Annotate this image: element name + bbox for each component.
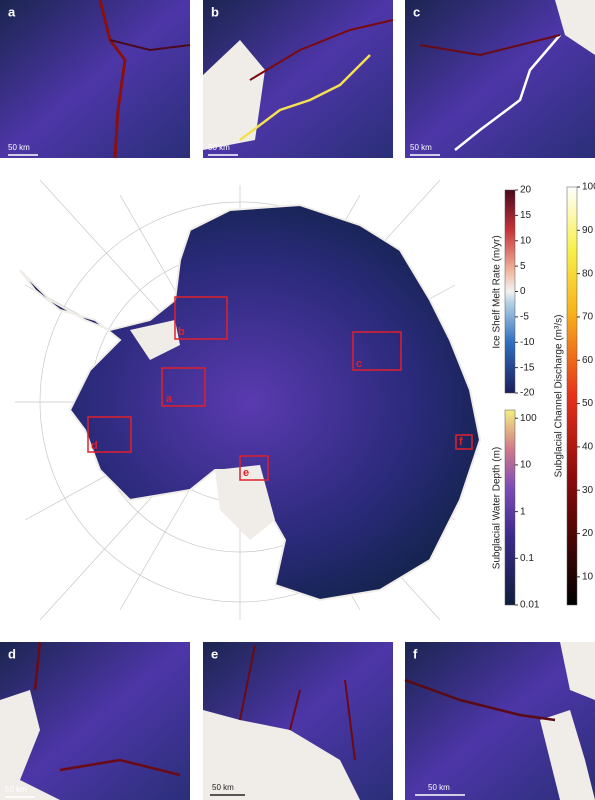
tick-label: 0 — [520, 286, 526, 297]
panel-b: b 50 km — [203, 0, 394, 158]
colorbar — [504, 189, 516, 394]
channel — [419, 34, 561, 57]
tick-label: 20 — [520, 185, 532, 196]
tick-label: 10 — [582, 571, 594, 582]
box-label: d — [91, 440, 98, 452]
tick-label: 100 — [582, 182, 595, 193]
tick-label: 15 — [520, 210, 532, 221]
region-box — [161, 367, 206, 407]
panel-image — [0, 0, 190, 158]
tick-label: 80 — [582, 268, 594, 279]
region-box — [87, 416, 132, 453]
box-label: c — [356, 358, 362, 370]
panel-label: c — [413, 4, 420, 19]
panel-c: c 50 km — [405, 0, 595, 158]
tick-label: 30 — [582, 485, 594, 496]
region-box — [352, 331, 402, 371]
ice-shelf — [0, 690, 60, 800]
tick-label: 20 — [582, 528, 594, 539]
tick-label: -10 — [520, 337, 535, 348]
tick-label: 10 — [520, 235, 532, 246]
box-label: b — [178, 326, 185, 338]
scale-label: 50 km — [428, 783, 450, 792]
colorbar-title: Subglacial Channel Discharge (m³/s) — [554, 315, 565, 478]
tick-label: 5 — [520, 261, 526, 272]
ice-shelf — [130, 320, 180, 360]
tick-label: -20 — [520, 388, 535, 399]
tick-label: 1 — [520, 506, 526, 517]
panel-label: a — [8, 4, 16, 19]
panel-label: f — [413, 646, 418, 661]
box-label: a — [166, 393, 173, 405]
ice-shelf — [203, 40, 265, 150]
scale-label: 50 km — [410, 143, 432, 152]
tick-label: 10 — [520, 460, 532, 471]
region-box — [239, 455, 269, 481]
channel — [33, 641, 181, 777]
continent — [19, 203, 482, 602]
scale-label: 50 km — [208, 143, 230, 152]
region-box — [174, 296, 228, 340]
tick-label: 100 — [520, 413, 537, 424]
scale-label: 50 km — [212, 783, 234, 792]
channel — [404, 678, 556, 722]
colorbar — [566, 186, 578, 606]
ice-shelf — [215, 465, 275, 540]
channel — [239, 54, 371, 141]
panel-e: e 50 km — [203, 642, 393, 800]
colorbar-title: Ice Shelf Melt Rate (m/yr) — [492, 235, 503, 348]
antarctica-map: a b c d e f — [15, 179, 482, 621]
panel-a: a 50 km — [0, 0, 191, 159]
tick-label: 70 — [582, 312, 594, 323]
colorbar — [504, 409, 516, 606]
scale-label: 50 km — [5, 785, 27, 794]
panel-label: b — [211, 4, 219, 19]
tick-label: -15 — [520, 362, 535, 373]
tick-label: 50 — [582, 398, 594, 409]
ice-shelf — [540, 642, 595, 800]
box-label: f — [459, 436, 463, 448]
tick-label: 0.1 — [520, 553, 534, 564]
panel-f: f 50 km — [404, 642, 595, 800]
tick-label: 60 — [582, 355, 594, 366]
channel — [109, 39, 191, 52]
panel-d: d 50 km — [0, 641, 190, 800]
region-box — [455, 434, 473, 450]
ice-shelf — [555, 0, 595, 55]
colorbar-title: Subglacial Water Depth (m) — [492, 447, 503, 569]
tick-label: -5 — [520, 312, 529, 323]
channel — [454, 34, 561, 151]
channel — [98, 0, 127, 159]
panel-label: e — [211, 646, 218, 661]
scale-label: 50 km — [8, 143, 30, 152]
tick-label: 40 — [582, 442, 594, 453]
tick-label: 90 — [582, 225, 594, 236]
tick-label: 0.01 — [520, 600, 540, 611]
ice-shelf — [203, 710, 360, 800]
channel — [239, 644, 356, 761]
box-label: e — [243, 467, 249, 479]
channel — [249, 19, 394, 81]
panel-label: d — [8, 646, 16, 661]
